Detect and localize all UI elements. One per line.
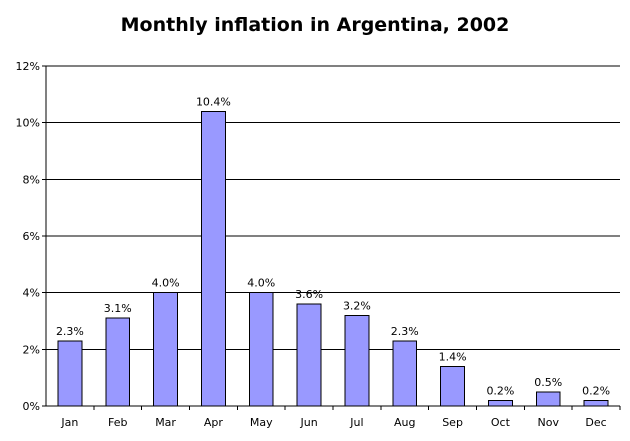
y-tick-label: 4% — [23, 287, 40, 300]
x-tick-label: May — [250, 416, 273, 429]
y-tick-label: 12% — [16, 60, 40, 73]
bar — [57, 340, 83, 407]
data-label: 10.4% — [196, 95, 231, 108]
bar — [487, 399, 513, 407]
data-label: 2.3% — [391, 325, 419, 338]
data-label: 4.0% — [247, 277, 275, 290]
y-tick-label: 6% — [23, 230, 40, 243]
bar — [583, 399, 609, 407]
x-tick-label: Dec — [585, 416, 606, 429]
data-label: 3.6% — [295, 288, 323, 301]
chart-title: Monthly inflation in Argentina, 2002 — [120, 14, 510, 36]
x-tick-label: Jan — [60, 416, 78, 429]
y-tick-label: 0% — [23, 400, 40, 413]
x-tick-label: Mar — [155, 416, 176, 429]
data-label: 2.3% — [56, 325, 84, 338]
bar — [248, 292, 274, 407]
y-tick-label: 2% — [23, 343, 40, 356]
x-tick-label: Sep — [442, 416, 463, 429]
x-tick-label: Aug — [394, 416, 415, 429]
x-tick-label: Oct — [491, 416, 511, 429]
x-tick-label: Apr — [204, 416, 224, 429]
x-tick-label: Jul — [349, 416, 363, 429]
bar — [105, 317, 131, 407]
data-label: 3.1% — [104, 302, 132, 315]
data-label: 0.2% — [486, 384, 514, 397]
bar — [440, 365, 466, 407]
bar — [344, 314, 370, 407]
y-tick-label: 8% — [23, 173, 40, 186]
data-label: 3.2% — [343, 299, 371, 312]
x-tick-label: Nov — [538, 416, 560, 429]
data-label: 0.2% — [582, 384, 610, 397]
x-tick-label: Feb — [108, 416, 127, 429]
bar — [200, 110, 226, 407]
data-label: 0.5% — [534, 376, 562, 389]
bar — [296, 303, 322, 407]
y-tick-label: 10% — [16, 117, 40, 130]
bar — [535, 391, 561, 407]
bar — [392, 340, 418, 407]
bar — [153, 292, 179, 407]
x-tick-label: Jun — [299, 416, 317, 429]
data-label: 1.4% — [439, 350, 467, 363]
data-label: 4.0% — [152, 277, 180, 290]
